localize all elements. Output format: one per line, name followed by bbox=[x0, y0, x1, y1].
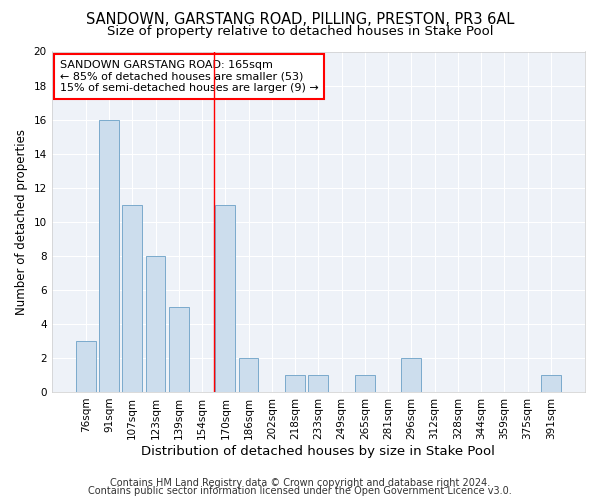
Bar bbox=[308, 375, 328, 392]
Bar bbox=[99, 120, 119, 392]
Text: Contains public sector information licensed under the Open Government Licence v3: Contains public sector information licen… bbox=[88, 486, 512, 496]
X-axis label: Distribution of detached houses by size in Stake Pool: Distribution of detached houses by size … bbox=[142, 444, 495, 458]
Bar bbox=[239, 358, 259, 392]
Bar bbox=[355, 375, 375, 392]
Text: Size of property relative to detached houses in Stake Pool: Size of property relative to detached ho… bbox=[107, 25, 493, 38]
Text: SANDOWN, GARSTANG ROAD, PILLING, PRESTON, PR3 6AL: SANDOWN, GARSTANG ROAD, PILLING, PRESTON… bbox=[86, 12, 514, 28]
Bar bbox=[215, 204, 235, 392]
Bar bbox=[76, 341, 95, 392]
Y-axis label: Number of detached properties: Number of detached properties bbox=[15, 128, 28, 314]
Bar bbox=[285, 375, 305, 392]
Bar bbox=[122, 204, 142, 392]
Bar bbox=[146, 256, 166, 392]
Text: Contains HM Land Registry data © Crown copyright and database right 2024.: Contains HM Land Registry data © Crown c… bbox=[110, 478, 490, 488]
Text: SANDOWN GARSTANG ROAD: 165sqm
← 85% of detached houses are smaller (53)
15% of s: SANDOWN GARSTANG ROAD: 165sqm ← 85% of d… bbox=[59, 60, 319, 93]
Bar bbox=[541, 375, 561, 392]
Bar bbox=[401, 358, 421, 392]
Bar bbox=[169, 307, 188, 392]
